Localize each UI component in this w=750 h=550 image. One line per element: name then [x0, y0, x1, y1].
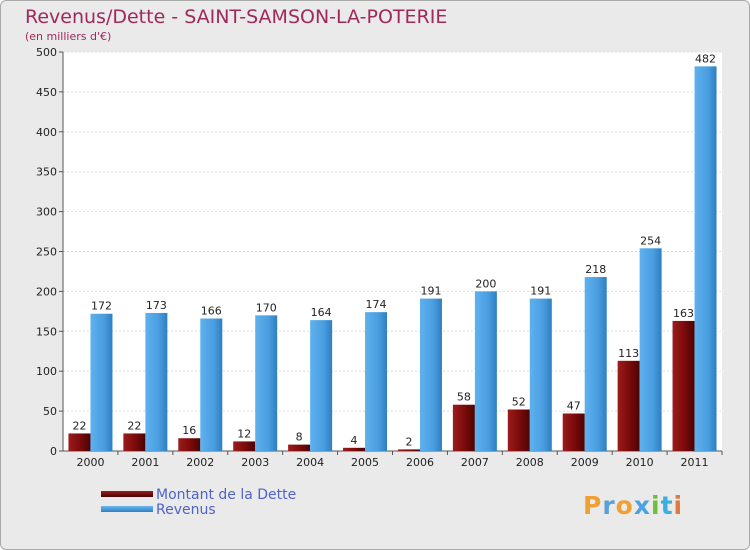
legend-label-debt: Montant de la Dette — [156, 487, 297, 503]
data-label-revenue: 164 — [311, 306, 332, 319]
bar-revenue — [584, 277, 607, 451]
bar-debt — [288, 444, 311, 451]
y-tick-label: 350 — [36, 166, 57, 179]
logo-letter: i — [651, 491, 661, 520]
bar-debt — [233, 441, 256, 451]
bar-debt — [343, 447, 366, 451]
logo-letter: o — [615, 491, 634, 520]
y-tick-label: 300 — [36, 206, 57, 219]
data-label-revenue: 191 — [420, 285, 441, 298]
bar-revenue — [90, 313, 113, 451]
data-label-revenue: 218 — [585, 263, 606, 276]
logo-letter: P — [583, 491, 603, 520]
y-tick-label: 200 — [36, 285, 57, 298]
x-tick-label: 2000 — [76, 456, 104, 469]
bar-revenue — [529, 298, 552, 451]
bar-revenue — [310, 320, 333, 451]
data-label-debt: 4 — [351, 434, 358, 447]
chart-title: Revenus/Dette - SAINT-SAMSON-LA-POTERIE — [25, 6, 448, 28]
x-tick-label: 2003 — [241, 456, 269, 469]
legend-label-revenue: Revenus — [156, 502, 216, 518]
y-tick-label: 100 — [36, 365, 57, 378]
data-label-revenue: 170 — [256, 301, 277, 314]
y-tick-label: 0 — [50, 445, 57, 458]
data-label-revenue: 174 — [366, 298, 387, 311]
y-tick-label: 150 — [36, 325, 57, 338]
data-label-revenue: 200 — [475, 277, 496, 290]
logo-letter: x — [633, 491, 651, 520]
x-tick-label: 2007 — [461, 456, 489, 469]
x-tick-label: 2001 — [131, 456, 159, 469]
legend-swatch-debt — [101, 491, 153, 497]
y-tick-label: 500 — [36, 46, 57, 59]
bar-revenue — [365, 312, 388, 451]
logo-letter: t — [660, 491, 674, 520]
data-label-debt: 2 — [405, 435, 412, 448]
bar-debt — [562, 413, 585, 451]
bar-debt — [68, 433, 91, 451]
bar-revenue — [255, 315, 278, 451]
bar-revenue — [145, 312, 168, 451]
data-label-revenue: 191 — [530, 285, 551, 298]
logo-letter: i — [673, 491, 684, 520]
x-tick-label: 2009 — [571, 456, 599, 469]
x-tick-label: 2006 — [406, 456, 434, 469]
data-label-debt: 16 — [182, 424, 196, 437]
data-label-revenue: 166 — [201, 305, 222, 318]
data-label-revenue: 254 — [640, 234, 661, 247]
data-label-debt: 163 — [673, 307, 694, 320]
x-tick-label: 2008 — [516, 456, 544, 469]
data-label-debt: 22 — [127, 419, 141, 432]
bar-revenue — [200, 318, 223, 451]
bar-debt — [123, 433, 146, 451]
data-label-revenue: 482 — [695, 52, 716, 65]
bar-debt — [507, 409, 530, 451]
x-tick-label: 2004 — [296, 456, 324, 469]
bar-revenue — [474, 291, 497, 451]
bar-debt — [397, 449, 420, 451]
x-tick-label: 2005 — [351, 456, 379, 469]
data-label-revenue: 172 — [91, 300, 112, 313]
data-label-debt: 8 — [296, 431, 303, 444]
y-tick-label: 250 — [36, 246, 57, 259]
data-label-debt: 12 — [237, 427, 251, 440]
x-tick-label: 2011 — [681, 456, 709, 469]
bar-revenue — [419, 298, 442, 451]
bar-revenue — [694, 66, 717, 451]
logo-letter: r — [602, 491, 616, 520]
data-label-debt: 22 — [72, 419, 86, 432]
data-label-debt: 58 — [457, 391, 471, 404]
data-label-revenue: 173 — [146, 299, 167, 312]
bar-debt — [178, 438, 201, 451]
proxiti-logo: Proxiti — [583, 491, 683, 520]
bar-debt — [452, 404, 475, 451]
data-label-debt: 113 — [618, 347, 639, 360]
y-tick-label: 50 — [43, 405, 57, 418]
x-tick-label: 2010 — [626, 456, 654, 469]
bar-revenue — [639, 248, 662, 451]
chart-subtitle: (en milliers d'€) — [25, 30, 112, 43]
bar-debt — [672, 320, 695, 451]
data-label-debt: 47 — [567, 399, 581, 412]
data-label-debt: 52 — [512, 396, 526, 409]
x-tick-label: 2002 — [186, 456, 214, 469]
legend-swatch-revenue — [101, 506, 153, 512]
y-tick-label: 400 — [36, 126, 57, 139]
bar-debt — [617, 360, 640, 451]
y-tick-label: 450 — [36, 86, 57, 99]
